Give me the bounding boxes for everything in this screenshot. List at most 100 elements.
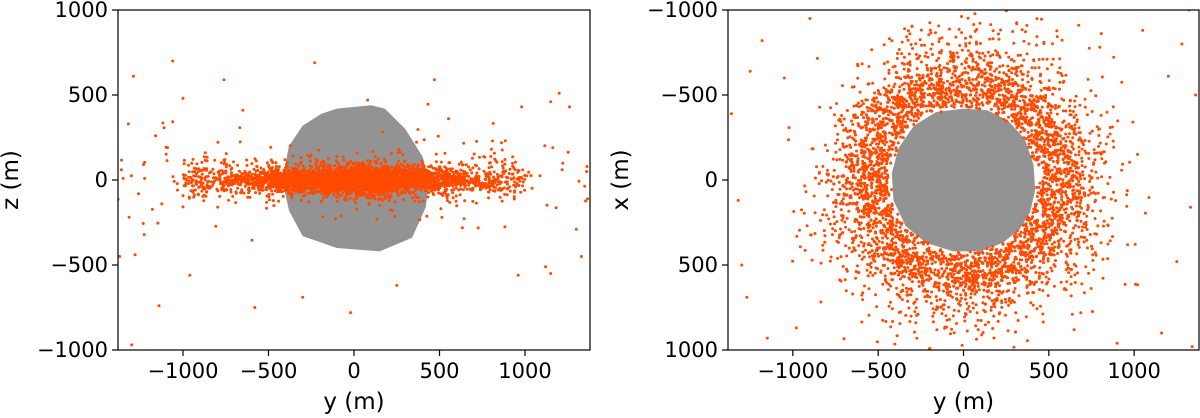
- particle-point: [435, 173, 438, 176]
- particle-point: [1051, 93, 1054, 96]
- particle-point: [440, 161, 443, 164]
- particle-point: [413, 200, 416, 203]
- particle-point: [463, 199, 466, 202]
- particle-point: [192, 158, 195, 161]
- particle-point: [549, 100, 552, 103]
- particle-point: [437, 192, 440, 195]
- particle-point: [485, 184, 488, 187]
- particle-point: [894, 154, 897, 157]
- particle-point: [413, 185, 416, 188]
- particle-point: [350, 166, 353, 169]
- particle-point: [335, 159, 338, 162]
- particle-point: [421, 174, 424, 177]
- particle-point: [411, 175, 414, 178]
- particle-point: [397, 160, 400, 163]
- particle-point: [447, 161, 450, 164]
- particle-point: [201, 173, 204, 176]
- particle-point: [289, 182, 292, 185]
- particle-point: [891, 320, 894, 323]
- particle-point: [367, 186, 370, 189]
- particle-point: [926, 259, 929, 262]
- particle-point: [300, 176, 303, 179]
- particle-point: [916, 113, 919, 116]
- particle-point: [151, 208, 154, 211]
- particle-point: [956, 89, 959, 92]
- particle-point: [297, 165, 300, 168]
- particle-point: [384, 166, 387, 169]
- particle-point: [349, 184, 352, 187]
- particle-point: [277, 200, 280, 203]
- particle-point: [390, 152, 393, 155]
- particle-point: [499, 196, 502, 199]
- particle-point: [225, 152, 228, 155]
- particle-point: [845, 203, 848, 206]
- particle-point: [498, 187, 501, 190]
- particle-point: [1054, 107, 1057, 110]
- particle-point: [211, 184, 214, 187]
- particle-point: [165, 153, 168, 156]
- particle-point: [916, 234, 919, 237]
- particle-point: [1088, 47, 1091, 50]
- particle-point: [866, 269, 869, 272]
- particle-point: [270, 190, 273, 193]
- particle-point: [903, 56, 906, 59]
- particle-point: [261, 172, 264, 175]
- particle-point: [978, 103, 981, 106]
- particle-point: [1021, 122, 1024, 125]
- particle-point: [235, 173, 238, 176]
- particle-point: [1049, 158, 1052, 161]
- particle-point: [366, 99, 369, 102]
- particle-point: [184, 181, 187, 184]
- particle-point: [1083, 291, 1086, 294]
- particle-point: [372, 174, 375, 177]
- particle-point: [551, 146, 554, 149]
- particle-point: [845, 255, 848, 258]
- particle-point: [190, 162, 193, 165]
- particle-point: [839, 228, 842, 231]
- particle-point: [905, 35, 908, 38]
- particle-point: [841, 124, 844, 127]
- particle-point: [388, 195, 391, 198]
- particle-point: [381, 178, 384, 181]
- particle-point: [299, 182, 302, 185]
- particle-point: [501, 160, 504, 163]
- particle-point: [453, 179, 456, 182]
- particle-point: [390, 166, 393, 169]
- particle-point: [391, 189, 394, 192]
- particle-point: [439, 207, 442, 210]
- particle-point: [915, 53, 918, 56]
- particle-point: [238, 170, 241, 173]
- particle-point: [1125, 193, 1128, 196]
- particle-point: [907, 257, 910, 260]
- particle-point: [470, 171, 473, 174]
- particle-point: [492, 176, 495, 179]
- particle-point: [206, 181, 209, 184]
- particle-point: [447, 193, 450, 196]
- particle-point: [305, 178, 308, 181]
- particle-point: [228, 164, 231, 167]
- particle-point: [455, 204, 458, 207]
- particle-point: [933, 99, 936, 102]
- particle-point: [870, 168, 873, 171]
- particle-point: [312, 187, 315, 190]
- x-tick-label: 1000: [498, 359, 551, 383]
- particle-point: [236, 180, 239, 183]
- particle-point: [484, 178, 487, 181]
- particle-point: [276, 187, 279, 190]
- particle-point: [831, 227, 834, 230]
- particle-point: [166, 146, 169, 149]
- particle-point: [361, 170, 364, 173]
- particle-point: [496, 173, 499, 176]
- particle-point: [225, 163, 228, 166]
- particle-point: [949, 60, 952, 63]
- particle-point: [998, 38, 1001, 41]
- particle-point: [374, 160, 377, 163]
- particle-point: [503, 172, 506, 175]
- particle-point: [322, 173, 325, 176]
- particle-point: [316, 190, 319, 193]
- particle-point: [464, 185, 467, 188]
- particle-point: [928, 247, 931, 250]
- particle-point: [488, 166, 491, 169]
- particle-point: [283, 158, 286, 161]
- particle-point: [917, 117, 920, 120]
